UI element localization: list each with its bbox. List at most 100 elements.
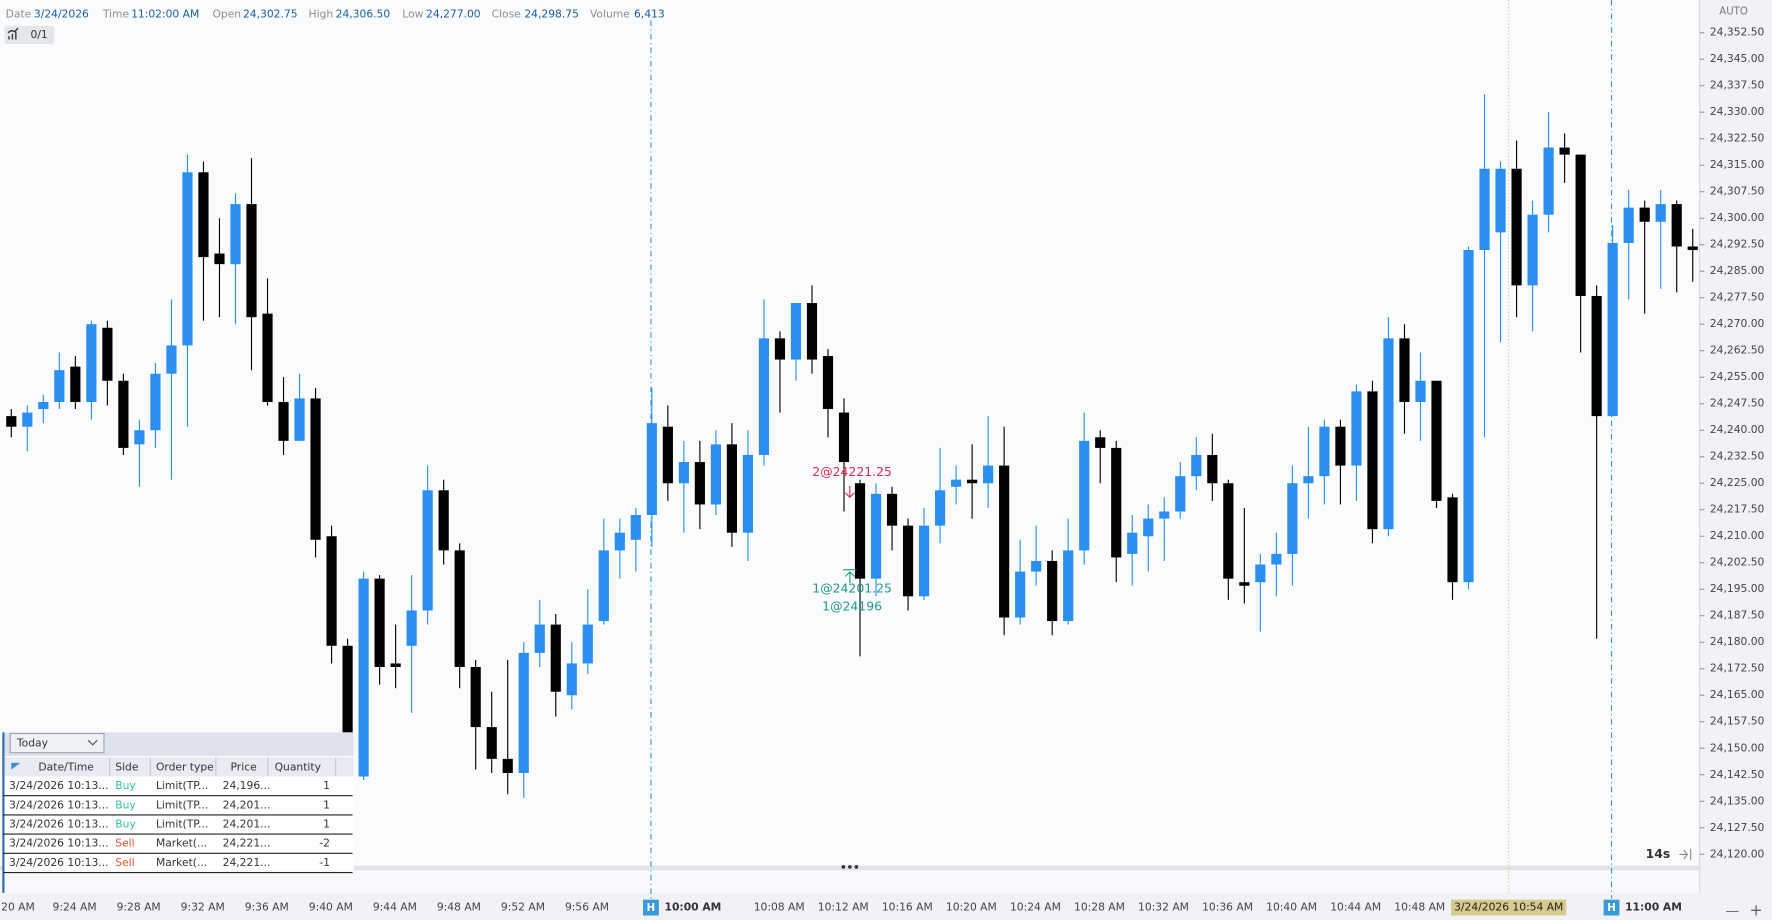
header-value: 24,298.75 [524, 8, 579, 21]
candle-body [902, 525, 914, 597]
x-tick-label: 10:44 AM [1330, 901, 1381, 914]
y-tick-label: 24,187.50 [1710, 609, 1765, 622]
pane-separator [0, 865, 1700, 871]
axes: 24,352.50 24,345.00 24,337.50 24,330.00 24,3… [1, 26, 1765, 916]
column-header: Quantity [275, 760, 322, 773]
y-tick-label: 24,142.50 [1710, 768, 1765, 781]
candle-body [102, 327, 113, 381]
candle-body [1143, 518, 1154, 537]
y-tick-label: 24,345.00 [1710, 52, 1765, 65]
order-cell: Limit(TP... [156, 779, 208, 792]
candle-body [294, 398, 305, 441]
counter: 0/1 [31, 28, 48, 41]
session-marker-box [1603, 899, 1620, 916]
candle-body [710, 444, 721, 505]
column-header: Order type [156, 760, 214, 773]
header-label: Time [102, 8, 130, 21]
x-tick-label: 10:40 AM [1266, 901, 1317, 914]
timer: 14s [1646, 846, 1671, 861]
y-tick-label: 24,255.00 [1710, 370, 1765, 383]
y-tick-label: 24,225.00 [1710, 476, 1765, 489]
order-cell: Buy [115, 798, 136, 811]
sell-marker [844, 485, 855, 499]
candle-body [1671, 204, 1682, 247]
order-cell: -1 [319, 856, 330, 869]
scroll-end-icon[interactable] [1679, 848, 1692, 861]
candle-body [886, 493, 898, 526]
candle-body [390, 663, 401, 667]
y-tick-label: 24,172.50 [1710, 662, 1765, 675]
x-tick-label: 10:48 AM [1394, 901, 1445, 914]
order-cell: 1 [323, 779, 330, 792]
x-tick-label: 10:24 AM [1010, 901, 1061, 914]
order-cell: 24,201... [223, 798, 271, 811]
header-value: 24,306.50 [336, 8, 391, 21]
filter-value: Today [16, 737, 49, 750]
counter-button[interactable] [4, 25, 55, 45]
candle-body [1303, 476, 1314, 484]
separator-grip: ••• [840, 863, 859, 874]
y-tick-label: 24,217.50 [1710, 503, 1765, 516]
candle-body [935, 490, 946, 526]
x-tick-label: 10:28 AM [1074, 901, 1125, 914]
header-value: 3/24/2026 [34, 8, 89, 21]
order-cell: 24,221... [223, 837, 271, 850]
y-tick-label: 24,277.50 [1710, 291, 1765, 304]
y-tick-label: 24,150.00 [1710, 741, 1765, 754]
candle-body [822, 356, 834, 410]
candle-body [1447, 497, 1458, 583]
candle-body [1063, 550, 1074, 622]
header-label: Close [492, 8, 522, 21]
filter-dropdown[interactable] [9, 732, 105, 754]
sort-icon [11, 762, 21, 770]
header: Date 3/24/2026 Time 11:02:00 AM Open 24,302.7… [6, 8, 665, 21]
candle-body [454, 550, 465, 667]
order-cell: 3/24/2026 10:13... [9, 798, 108, 811]
y-tick-label: 24,285.00 [1710, 264, 1765, 277]
y-tick-label: 24,322.50 [1710, 132, 1765, 145]
candle-body [1655, 204, 1666, 222]
candles: 2@24221.25 1@24201.25 1@24196 [6, 94, 1698, 798]
candle-body [1239, 582, 1250, 586]
header-label: Open [212, 8, 241, 21]
candle-body [518, 652, 529, 773]
candle-body [246, 204, 257, 318]
x-tick-label: 10:12 AM [818, 901, 869, 914]
x-tick-label: 10:32 AM [1138, 901, 1189, 914]
cursor-label: 3/24/2026 10:54 AM [1454, 901, 1563, 914]
order-cell: 24,196... [223, 779, 271, 792]
zoom-out[interactable]: — [1726, 903, 1740, 919]
y-tick-label: 24,292.50 [1710, 238, 1765, 251]
y-tick-label: 24,232.50 [1710, 450, 1765, 463]
candle-body [662, 426, 673, 484]
y-tick-label: 24,165.00 [1710, 688, 1765, 701]
candle-body [838, 412, 850, 463]
candle-body [582, 624, 593, 664]
candle-body [6, 416, 17, 427]
session-marker: H [1607, 903, 1615, 914]
scale-mode[interactable]: AUTO [1719, 6, 1748, 17]
x-tick-label: 9:44 AM [373, 901, 417, 914]
orders-header-row [3, 757, 354, 777]
candle-body [1575, 154, 1586, 296]
y-tick-label: 24,262.50 [1710, 344, 1765, 357]
y-tick-label: 24,352.50 [1710, 26, 1765, 39]
x-tick-label: 10:36 AM [1202, 901, 1253, 914]
candle-body [614, 532, 625, 551]
candle-body [854, 483, 866, 579]
y-tick-label: 24,315.00 [1710, 158, 1765, 171]
candle-body [1383, 338, 1394, 530]
x-tick-label: 9:24 AM [53, 901, 97, 914]
counter-icon [7, 27, 19, 40]
zoom-in[interactable]: + [1750, 900, 1763, 919]
candle-body [1031, 560, 1042, 572]
candle-body [86, 324, 97, 402]
candle-body [534, 624, 545, 653]
order-cell: Market(... [156, 837, 207, 850]
candle-body [1047, 560, 1058, 622]
y-tick-label: 24,307.50 [1710, 185, 1765, 198]
candle-body [470, 666, 481, 728]
y-tick-label: 24,247.50 [1710, 397, 1765, 410]
order-cell: Limit(TP... [156, 798, 208, 811]
candle-body [118, 380, 129, 448]
